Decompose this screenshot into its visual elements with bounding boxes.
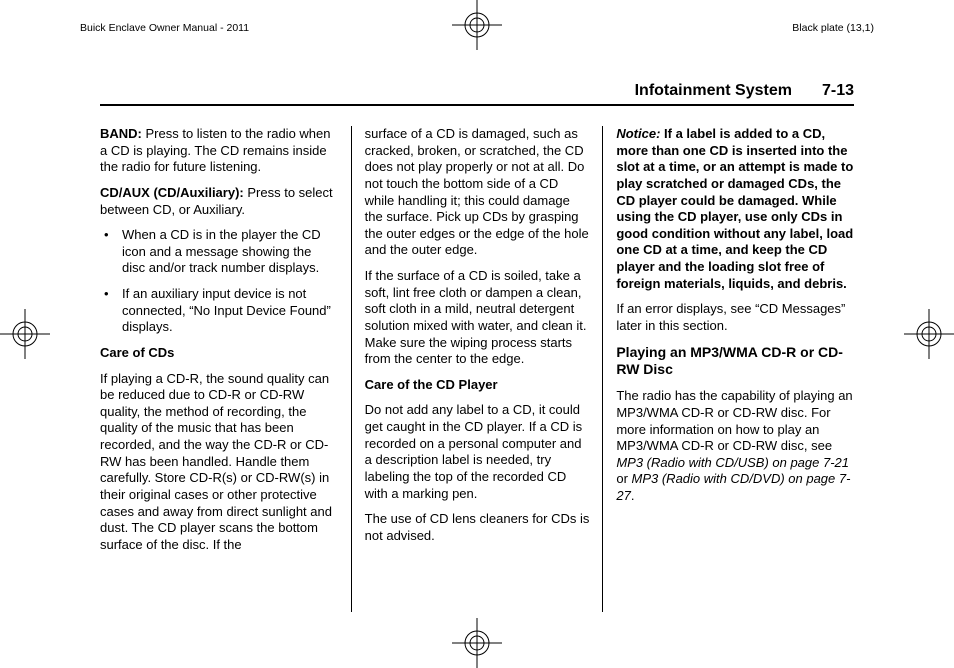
page-header: Buick Enclave Owner Manual - 2011 Black … [80,22,874,34]
col3-para-error: If an error displays, see “CD Messages” … [616,301,854,334]
band-label: BAND: [100,126,142,141]
col1-subhead-care-cds: Care of CDs [100,345,338,362]
registration-mark-left [0,309,50,359]
col2-para-4: The use of CD lens cleaners for CDs is n… [365,511,590,544]
col3-p3-ref2: MP3 (Radio with CD/DVD) on page 7-27 [616,471,850,503]
column-2: surface of a CD is damaged, such as crac… [352,126,603,612]
col1-para-band: BAND: Press to listen to the radio when … [100,126,338,176]
notice-text: If a label is added to a CD, more than o… [616,126,853,291]
col2-para-1: surface of a CD is damaged, such as crac… [365,126,590,259]
col1-bullet-2: If an auxiliary input device is not conn… [100,286,338,336]
notice-label: Notice: [616,126,660,141]
registration-mark-bottom [452,618,502,668]
col2-para-2: If the surface of a CD is soiled, take a… [365,268,590,368]
col2-subhead-care-player: Care of the CD Player [365,377,590,394]
col1-bullet-list: When a CD is in the player the CD icon a… [100,227,338,336]
running-head: Infotainment System 7-13 [635,82,854,100]
col2-para-3: Do not add any label to a CD, it could g… [365,402,590,502]
col3-p3-e: . [631,488,635,503]
col3-notice: Notice: If a label is added to a CD, mor… [616,126,854,292]
page-number: 7-13 [822,82,854,100]
col1-bullet-1: When a CD is in the player the CD icon a… [100,227,338,277]
col3-subhead-mp3: Playing an MP3/WMA CD-R or CD-RW Disc [616,344,854,380]
header-left-text: Buick Enclave Owner Manual - 2011 [80,22,249,34]
header-rule [100,104,854,106]
col1-para-cdaux: CD/AUX (CD/Auxiliary): Press to select b… [100,185,338,218]
section-title: Infotainment System [635,82,792,100]
col3-para-mp3: The radio has the capability of playing … [616,388,854,504]
col3-p3-c: or [616,471,631,486]
text-columns: BAND: Press to listen to the radio when … [100,126,854,612]
col3-p3-ref1: MP3 (Radio with CD/USB) on page 7-21 [616,455,849,470]
column-1: BAND: Press to listen to the radio when … [100,126,351,612]
col1-para-care: If playing a CD-R, the sound quality can… [100,371,338,554]
cdaux-label: CD/AUX (CD/Auxiliary): [100,185,244,200]
registration-mark-right [904,309,954,359]
col3-p3-a: The radio has the capability of playing … [616,388,852,453]
column-3: Notice: If a label is added to a CD, mor… [603,126,854,612]
header-right-text: Black plate (13,1) [792,22,874,34]
